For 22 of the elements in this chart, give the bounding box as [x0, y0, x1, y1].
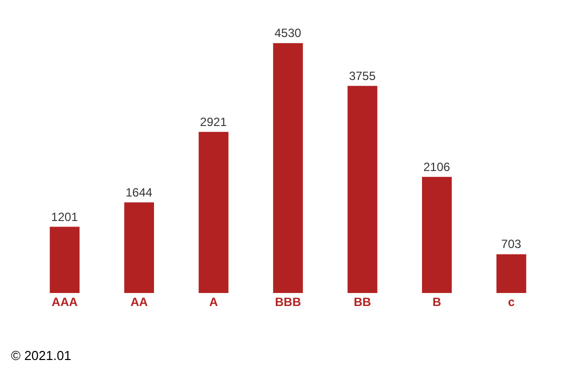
x-tick-label: BB — [354, 295, 372, 309]
bar — [348, 86, 378, 293]
data-label: 3755 — [348, 68, 376, 83]
data-label: 2921 — [200, 114, 228, 129]
data-label: 4530 — [274, 26, 302, 40]
x-tick-label: BBB — [275, 295, 302, 309]
x-tick-label: B — [432, 295, 442, 309]
bar — [124, 202, 154, 293]
bar — [496, 254, 526, 293]
x-tick-label: AAA — [52, 295, 78, 309]
bar — [50, 226, 80, 293]
data-label: 2106 — [423, 160, 450, 174]
data-label: 1644 — [126, 185, 153, 200]
bar — [273, 43, 303, 293]
x-tick-label: A — [209, 295, 218, 309]
bar — [198, 132, 228, 293]
data-label: 703 — [501, 237, 522, 252]
data-label: 1201 — [51, 210, 78, 224]
bar — [422, 176, 452, 293]
x-tick-label: AA — [130, 295, 148, 309]
x-tick-label: c — [508, 295, 515, 309]
text: © 2021.01 — [11, 348, 72, 363]
